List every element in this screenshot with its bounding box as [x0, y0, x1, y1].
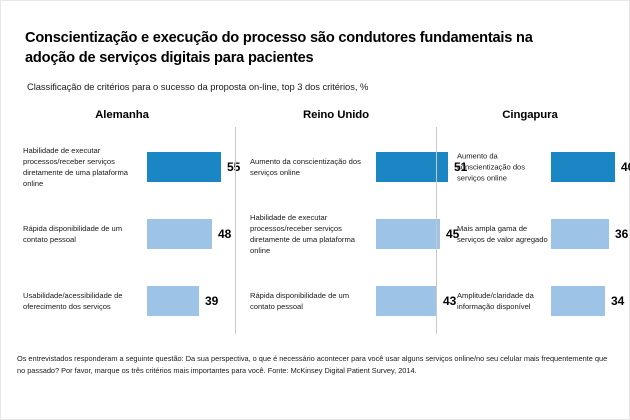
bar-value: 34 — [611, 293, 625, 308]
bar-value: 36 — [615, 226, 629, 241]
bar-group: 34 — [551, 285, 625, 316]
panel-rows-reino-unido: Aumento da conscientização dos serviços … — [236, 133, 467, 334]
bar-group: 48 — [147, 218, 232, 249]
chart-row: Usabilidade/acessibilidade de oferecimen… — [9, 267, 235, 334]
bar-label: Aumento da conscientização dos serviços … — [250, 156, 361, 177]
panel-rows-cingapura: Aumento da conscientização dos serviços … — [437, 133, 630, 334]
bar-rect[interactable] — [551, 285, 605, 316]
bar-label: Amplitude/claridade da informação dispon… — [457, 290, 534, 311]
chart-row: Rápida disponibilidade de um contato pes… — [236, 267, 456, 334]
chart-row: Habilidade de executar processos/receber… — [9, 133, 240, 200]
panel-title-reino-unido: Reino Unido — [303, 109, 369, 121]
bar-value: 43 — [443, 293, 457, 308]
bar-label: Habilidade de executar processos/receber… — [23, 145, 128, 188]
bar-group: 55 — [147, 151, 241, 182]
bar-label: Rápida disponibilidade de um contato pes… — [250, 290, 350, 311]
chart-panels: Alemanha Habilidade de executar processo… — [1, 109, 630, 334]
bar-rect[interactable] — [147, 151, 221, 182]
chart-row: Amplitude/claridade da informação dispon… — [437, 267, 625, 334]
bar-value: 48 — [218, 226, 232, 241]
chart-row: Aumento da conscientização dos serviços … — [236, 133, 467, 200]
bar-rect[interactable] — [147, 218, 212, 249]
bar-rect[interactable] — [551, 218, 609, 249]
bar-group: 39 — [147, 285, 219, 316]
bar-label: Habilidade de executar processos/receber… — [250, 212, 355, 255]
bar-rect[interactable] — [376, 285, 437, 316]
chart-row: Aumento da conscientização dos serviços … — [437, 133, 630, 200]
footnote: Os entrevistados responderam a seguinte … — [17, 354, 608, 375]
bar-group: 36 — [551, 218, 629, 249]
bar-group: 40 — [551, 151, 630, 182]
bar-value: 55 — [227, 159, 241, 174]
chart-row: Habilidade de executar processos/receber… — [236, 200, 459, 267]
chart-panel-cingapura: Cingapura Aumento da conscientização dos… — [436, 109, 630, 334]
chart-panel-reino-unido: Reino Unido Aumento da conscientização d… — [235, 109, 467, 334]
bar-label: Aumento da conscientização dos serviços … — [457, 151, 526, 182]
panel-title-cingapura: Cingapura — [502, 109, 558, 121]
bar-group: 45 — [376, 218, 460, 249]
bar-rect[interactable] — [376, 218, 440, 249]
bar-label: Mais ampla gama de serviços de valor agr… — [457, 223, 548, 244]
bar-value: 45 — [446, 226, 460, 241]
chart-row: Rápida disponibilidade de um contato pes… — [9, 200, 235, 267]
bar-group: 43 — [376, 285, 457, 316]
bar-rect[interactable] — [147, 285, 199, 316]
bar-rect[interactable] — [551, 151, 615, 182]
bar-value: 40 — [621, 159, 630, 174]
chart-panel-alemanha: Alemanha Habilidade de executar processo… — [9, 109, 240, 334]
bar-value: 39 — [205, 293, 219, 308]
bar-label: Rápida disponibilidade de um contato pes… — [23, 223, 123, 244]
page-subtitle: Classificação de critérios para o sucess… — [27, 81, 369, 92]
bar-label: Usabilidade/acessibilidade de oferecimen… — [23, 290, 123, 311]
panel-title-alemanha: Alemanha — [95, 109, 149, 121]
panel-rows-alemanha: Habilidade de executar processos/receber… — [9, 133, 240, 334]
chart-row: Mais ampla gama de serviços de valor agr… — [437, 200, 628, 267]
bar-value: 51 — [454, 159, 468, 174]
page-title: Conscientização e execução do processo s… — [25, 30, 533, 66]
